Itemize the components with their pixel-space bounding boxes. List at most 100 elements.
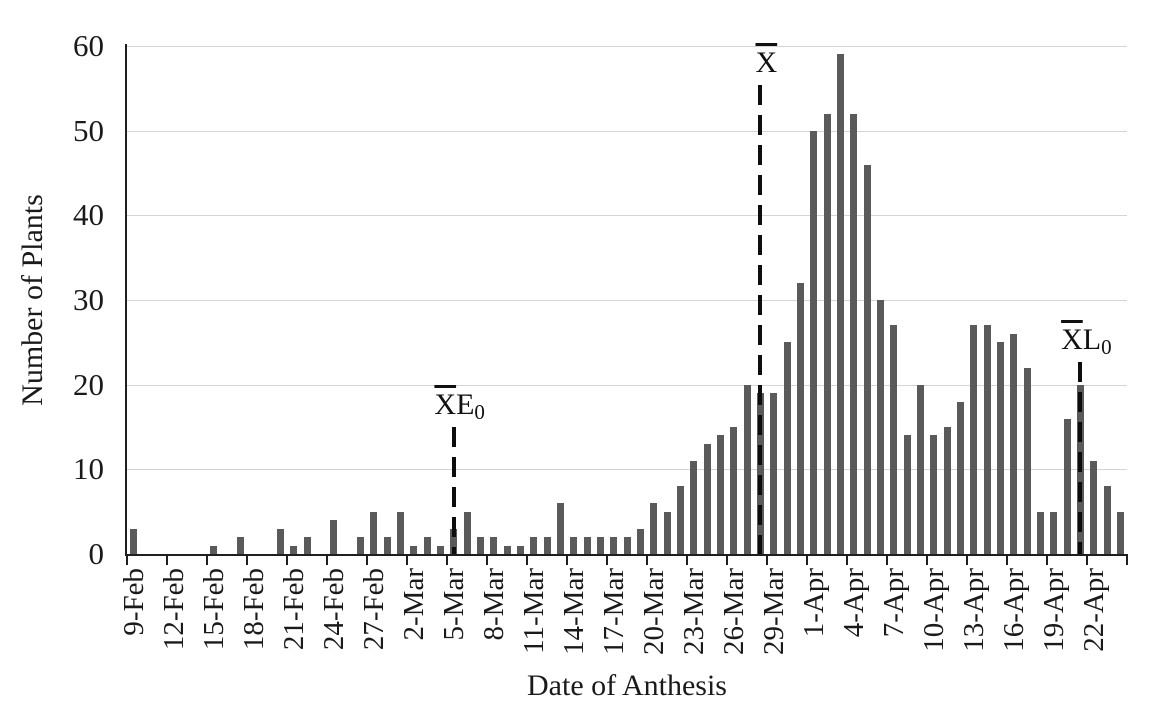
bar [1116,511,1124,554]
annotation-label-mean: X [755,45,778,79]
annotation-line-mean-late [1078,361,1083,554]
x-tick-label: 9-Feb [117,568,150,636]
annotation-line-mean [758,84,763,554]
x-tick-label: 4-Apr [837,568,870,638]
bar [690,460,698,554]
x-axis-tick [886,556,888,565]
x-tick-label: 17-Mar [597,568,630,655]
bar [570,537,578,554]
x-tick-label: 12-Feb [157,568,190,651]
bar [356,537,364,554]
y-tick-label: 30 [73,282,104,317]
annotation-overline-x: X [1061,322,1083,356]
annotation-subscript: 0 [474,400,485,424]
bar [903,435,911,554]
annotation-line-mean-early [451,427,456,554]
bar [970,325,978,554]
x-tick-label: 15-Feb [197,568,230,651]
y-axis-title: Number of Plants [16,194,49,406]
y-axis-line [125,44,127,556]
bar [1063,418,1071,554]
bar [583,537,591,554]
bar [650,503,658,554]
bar [276,528,284,554]
bar [676,486,684,554]
annotation-subscript: 0 [1101,334,1112,359]
x-tick-label: 5-Mar [437,568,470,641]
bar [1036,511,1044,554]
x-tick-label: 22-Apr [1077,568,1110,652]
x-axis-tick [846,556,848,565]
x-axis-tick [326,556,328,565]
x-axis-tick [726,556,728,565]
bar [823,113,831,554]
bar [796,283,804,554]
bar [943,427,951,554]
bar [130,528,138,554]
gridline-30 [127,300,1127,301]
x-tick-label: 13-Apr [957,568,990,652]
x-tick-label: 7-Apr [877,568,910,638]
bar [623,537,631,554]
bar [636,528,644,554]
x-axis-tick [806,556,808,565]
x-axis-tick [566,556,568,565]
x-tick-label: 8-Mar [477,568,510,641]
x-tick-label: 1-Apr [797,568,830,638]
bar [410,545,418,554]
bar [236,537,244,554]
bar [1050,511,1058,554]
bar [383,537,391,554]
x-tick-label: 24-Feb [317,568,350,651]
bar [490,537,498,554]
bar [530,537,538,554]
bar [876,300,884,554]
x-tick-label: 14-Mar [557,568,590,655]
bar [810,130,818,554]
annotation-overline-x: X [755,45,778,79]
x-axis-tick [606,556,608,565]
annotation-label-mean-late: XL0 [1061,322,1112,359]
x-axis-tick [1006,556,1008,565]
x-tick-label: 27-Feb [357,568,390,651]
bar [783,342,791,554]
bar [1023,367,1031,554]
bar [743,384,751,554]
x-axis-tick [926,556,928,565]
x-axis-tick [406,556,408,565]
x-tick-label: 26-Mar [717,568,750,655]
x-axis-tick [1046,556,1048,565]
x-axis-tick [526,556,528,565]
x-axis-title: Date of Anthesis [527,669,727,702]
bar [463,511,471,554]
x-axis-tick [446,556,448,565]
bar [850,113,858,554]
bar [863,164,871,554]
gridline-60 [127,46,1127,47]
bar [290,545,298,554]
y-tick-label: 10 [73,451,104,487]
bar [396,511,404,554]
bar [983,325,991,554]
bar [596,537,604,554]
bar [436,545,444,554]
bar [1010,333,1018,554]
y-tick-label: 0 [88,536,105,571]
x-tick-label: 2-Mar [397,568,430,641]
bar [730,427,738,554]
bar [703,443,711,554]
bar [663,511,671,554]
bar [543,537,551,554]
x-tick-label: 23-Mar [677,568,710,655]
bar [610,537,618,554]
x-tick-label: 29-Mar [757,568,790,655]
annotation-overline-x: X [434,388,457,421]
x-axis-tick [686,556,688,565]
bar [930,435,938,554]
gridline-50 [127,130,1127,132]
bar [716,435,724,554]
bar [516,545,524,554]
x-tick-label: 11-Mar [517,568,550,654]
x-axis-tick [246,556,248,565]
